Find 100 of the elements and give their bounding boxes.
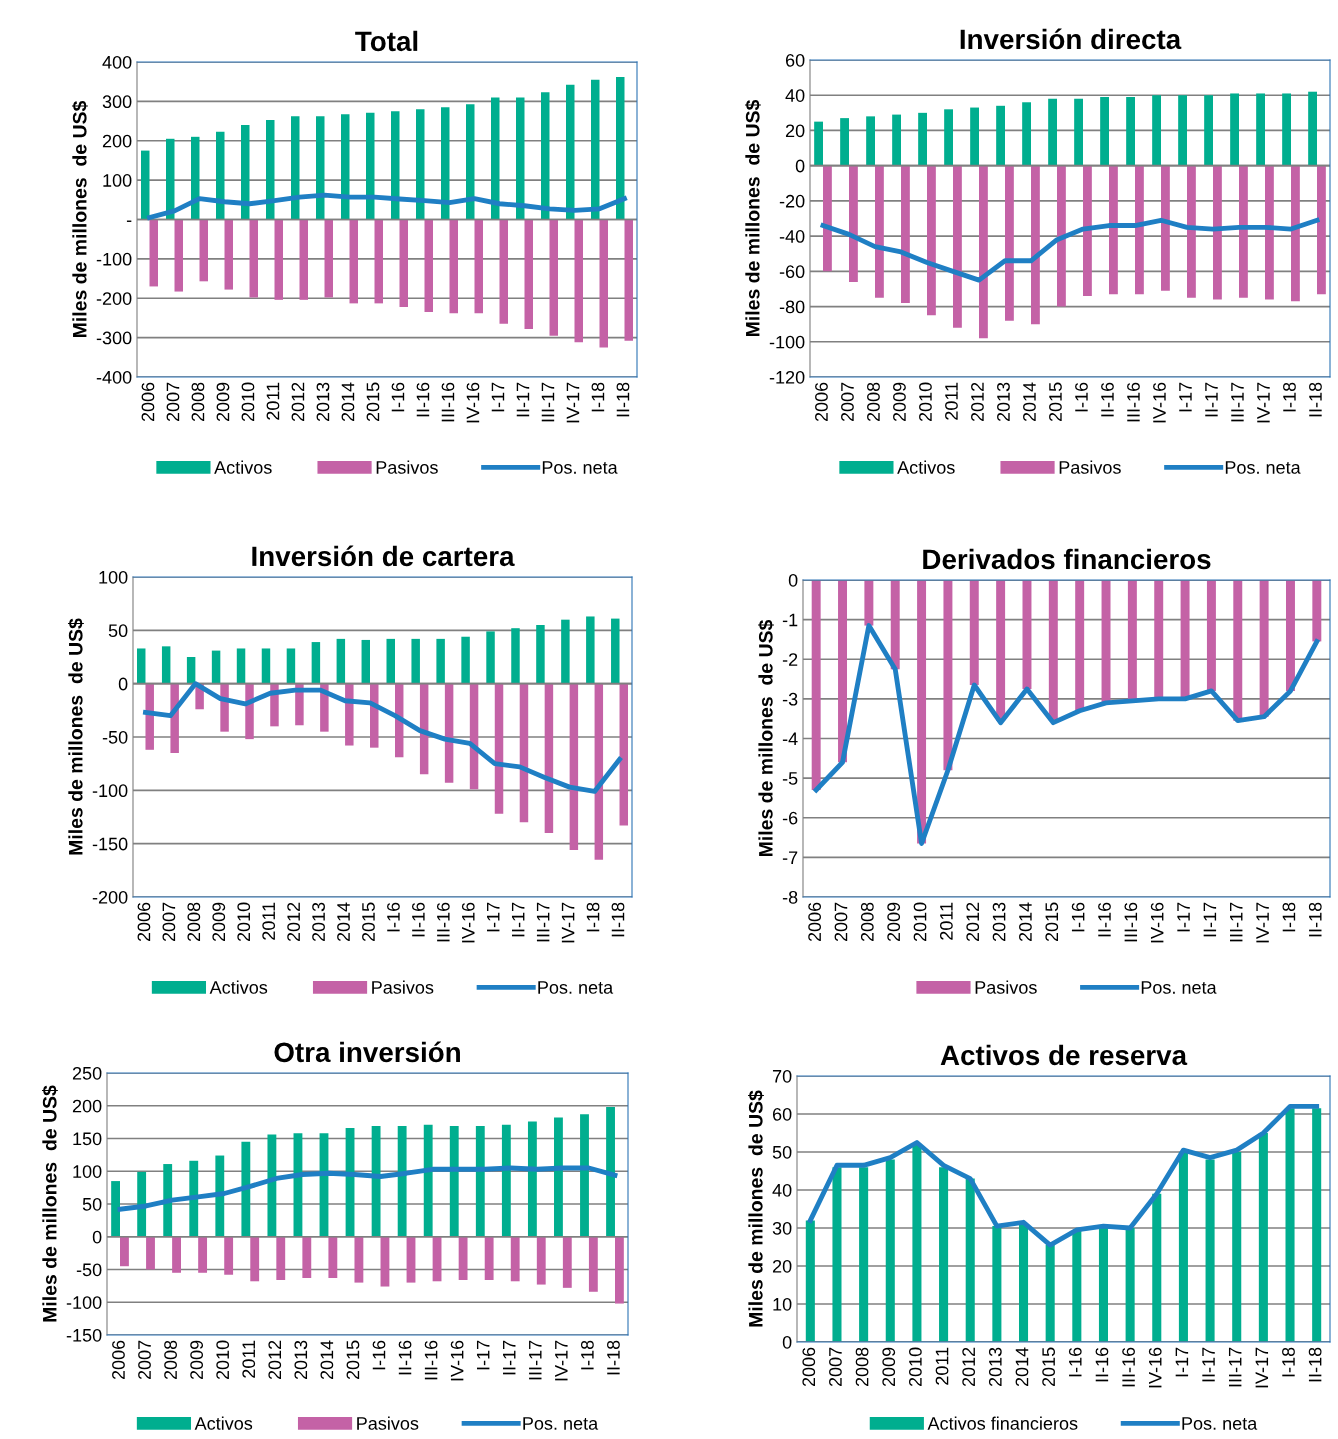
- x-tick-label: III-17: [541, 382, 555, 422]
- y-tick-label: -50: [102, 730, 128, 744]
- bar: [120, 1236, 129, 1267]
- y-tick-label: -100: [66, 1296, 102, 1309]
- bar: [1031, 165, 1040, 325]
- legend-label: Pos. neta: [1225, 461, 1301, 474]
- chart-title: Total: [355, 30, 418, 52]
- x-tick-label: 2006: [815, 382, 828, 422]
- bar: [524, 219, 533, 329]
- x-tick-label: 2009: [216, 382, 230, 422]
- bar: [276, 1236, 286, 1280]
- bar: [1232, 1152, 1242, 1342]
- x-tick-label: 2008: [855, 1347, 869, 1387]
- bar: [324, 219, 333, 298]
- bar: [1308, 91, 1317, 166]
- legend-label: Pos. neta: [523, 1417, 599, 1430]
- x-tick-label: II-17: [1203, 902, 1217, 937]
- bar: [823, 165, 832, 272]
- bar: [901, 165, 910, 304]
- x-tick-label: 2013: [316, 382, 330, 422]
- x-tick-label: 2012: [962, 1347, 976, 1387]
- x-tick-label: II-16: [1095, 1347, 1109, 1382]
- bar: [249, 219, 258, 298]
- x-tick-label: 2011: [266, 382, 280, 420]
- x-tick-label: 2007: [841, 382, 854, 422]
- bar: [224, 1236, 234, 1275]
- x-tick-label: I-16: [1071, 902, 1085, 932]
- x-tick-label: 2008: [867, 382, 880, 422]
- y-tick-label: 200: [72, 1099, 102, 1113]
- bar: [145, 683, 154, 750]
- y-tick-label: -100: [769, 335, 805, 349]
- bar: [241, 125, 250, 220]
- bar: [549, 219, 558, 336]
- bar: [611, 618, 620, 684]
- x-tick-label: 2009: [887, 902, 901, 942]
- y-axis-title: Miles de millones de US$: [758, 619, 774, 857]
- y-tick-label: -120: [769, 370, 805, 384]
- bar: [354, 1236, 364, 1283]
- x-tick-label: II-16: [411, 902, 425, 937]
- bar: [250, 1236, 260, 1282]
- bar: [501, 1124, 511, 1237]
- bar: [241, 1141, 251, 1237]
- bar: [1282, 93, 1291, 166]
- bar: [458, 1236, 468, 1280]
- x-tick-label: 2012: [291, 382, 305, 422]
- x-tick-label: 2015: [362, 902, 375, 942]
- x-tick-label: I-18: [586, 902, 600, 932]
- bar: [866, 116, 875, 166]
- legend-label: Pasivos: [357, 1416, 419, 1430]
- bar: [267, 1134, 277, 1237]
- y-tick-label: 70: [772, 1069, 792, 1083]
- y-tick-label: -60: [779, 265, 805, 279]
- chart-title: Otra inversión: [274, 1041, 460, 1063]
- x-tick-label: 2006: [112, 1340, 125, 1380]
- y-tick-label: -2: [782, 653, 798, 666]
- x-tick-label: 2009: [882, 1347, 896, 1387]
- bar: [574, 219, 583, 343]
- x-tick-label: 2011: [945, 382, 958, 420]
- x-tick-label: III-17: [536, 902, 550, 942]
- x-tick-label: 2015: [1049, 382, 1062, 422]
- y-tick-label: -7: [782, 851, 798, 864]
- x-tick-label: 2008: [164, 1340, 177, 1380]
- y-tick-label: 0: [782, 1335, 792, 1349]
- x-tick-label: IV-17: [566, 382, 580, 423]
- bar: [1178, 1152, 1188, 1342]
- x-tick-label: 2008: [860, 902, 874, 942]
- legend-label: Pasivos: [975, 980, 1037, 994]
- bar: [536, 625, 545, 684]
- y-tick-label: 50: [772, 1145, 792, 1159]
- y-tick-label: -40: [779, 230, 805, 243]
- x-tick-label: 2008: [191, 382, 205, 422]
- x-tick-label: 2010: [919, 382, 932, 422]
- x-tick-label: III-16: [436, 902, 450, 942]
- bar: [606, 1107, 615, 1237]
- bar: [992, 1226, 1002, 1342]
- bar: [424, 219, 433, 313]
- bar: [561, 619, 570, 684]
- bar: [423, 1124, 433, 1237]
- bar: [1018, 1224, 1029, 1342]
- x-tick-label: 2006: [141, 382, 155, 422]
- bar: [441, 107, 450, 220]
- x-tick-label: 2013: [294, 1340, 308, 1380]
- bar: [1204, 95, 1213, 166]
- y-axis-title: Miles de millones de US$: [748, 1090, 764, 1327]
- x-tick-label: 2014: [337, 902, 350, 942]
- bar: [979, 165, 988, 339]
- x-tick-label: 2006: [808, 902, 822, 942]
- legend-label: Activos: [194, 1416, 253, 1430]
- x-tick-label: I-17: [476, 1340, 490, 1370]
- x-tick-label: 2014: [341, 382, 355, 422]
- y-tick-label: -5: [782, 772, 798, 785]
- x-tick-label: 2007: [834, 902, 848, 942]
- x-tick-label: II-17: [516, 382, 530, 417]
- x-tick-label: 2012: [966, 902, 980, 942]
- bar: [849, 165, 858, 282]
- x-tick-label: III-17: [1231, 382, 1244, 422]
- x-tick-label: 2010: [913, 902, 927, 942]
- x-tick-label: III-16: [441, 382, 455, 422]
- bar: [163, 1164, 173, 1237]
- x-tick-label: 2010: [237, 902, 251, 942]
